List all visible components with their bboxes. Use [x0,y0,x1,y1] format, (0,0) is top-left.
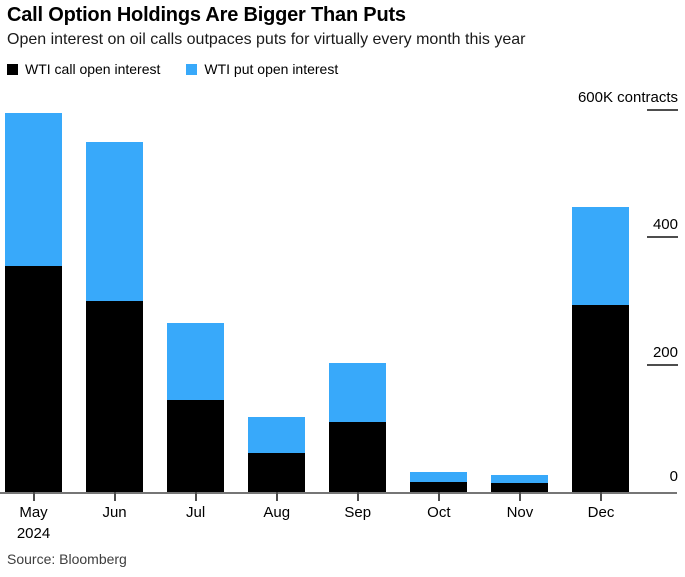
legend-item-label: WTI call open interest [25,61,161,77]
x-tick-mark [32,492,35,501]
x-tick-mark [194,492,197,501]
bar-segment-call-nov [491,483,549,492]
x-axis-label-group: Jun [75,502,155,523]
bar-segment-put-jul [167,323,225,400]
bar-segment-call-aug [248,453,306,492]
x-axis-label: May [19,504,48,521]
x-axis-label-group: Oct [399,502,479,523]
x-tick-mark [599,492,602,501]
x-axis-label: Nov [506,504,534,521]
bar-segment-put-sep [329,362,387,422]
x-axis-label: Aug [263,504,291,521]
bar-segment-call-sep [329,421,387,492]
chart-title: Call Option Holdings Are Bigger Than Put… [7,4,406,26]
put-series-swatch-icon [186,63,198,75]
source-note: Source: Bloomberg [7,551,127,567]
x-axis-label-group: Jul [156,502,236,523]
bar-segment-call-jul [167,399,225,492]
chart-subtitle: Open interest on oil calls outpaces puts… [7,31,526,48]
x-tick-mark [113,492,116,501]
bar-segment-call-jun [86,301,144,492]
x-axis-label-group: Aug [237,502,317,523]
bar-segment-put-oct [410,471,468,483]
x-axis-label-group: Sep [318,502,398,523]
x-axis-label-group: Dec [561,502,641,523]
x-axis-label-group: Nov [480,502,560,523]
bar-segment-call-oct [410,482,468,492]
bar-segment-put-jun [86,141,144,301]
x-axis-line [0,492,677,494]
x-axis-label: Jul [186,504,206,521]
legend-item-call: WTI call open interest [7,61,160,77]
bar-segment-put-dec [572,207,630,306]
y-axis-unit-label: 600K contracts [577,89,678,106]
x-axis-label: Dec [587,504,615,521]
bar-segment-call-dec [572,305,630,492]
x-axis-label: Oct [427,504,451,521]
legend-item-label: WTI put open interest [204,61,339,77]
bar-segment-put-nov [491,474,549,484]
y-tick-dash [647,236,678,239]
x-tick-mark [356,492,359,501]
x-tick-mark [437,492,440,501]
x-axis-year-label: 2024 [16,525,51,542]
x-tick-mark [518,492,521,501]
y-tick-dash [647,363,678,366]
bar-segment-put-may [5,113,62,266]
y-tick-label: 0 [669,468,678,485]
call-series-swatch-icon [7,63,18,75]
bar-segment-put-aug [248,416,306,454]
chart-legend: WTI call open interest WTI put open inte… [7,61,338,77]
y-tick-dash [647,109,678,111]
x-axis-label: Sep [344,504,372,521]
x-tick-mark [275,492,278,501]
y-tick-label: 200 [652,343,678,361]
bar-segment-call-may [5,265,62,492]
y-tick-label: 400 [652,216,678,234]
x-axis-label-group: May 2024 [0,502,74,544]
legend-item-put: WTI put open interest [186,61,338,77]
x-axis-label: Jun [102,504,127,521]
